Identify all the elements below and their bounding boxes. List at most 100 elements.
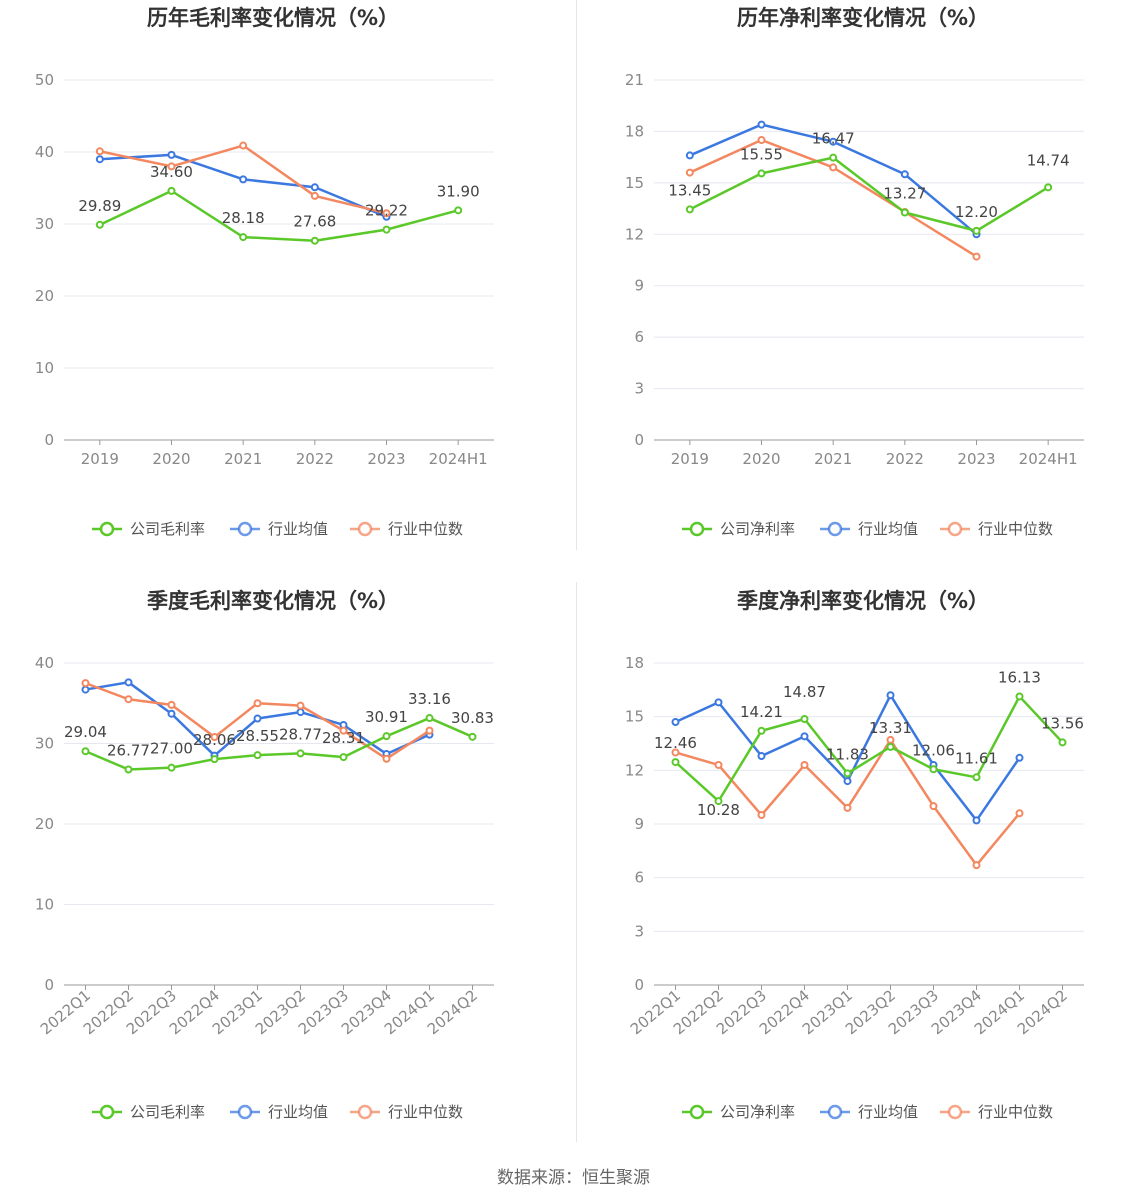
- data-point-company: [972, 773, 981, 782]
- data-point-median: [167, 700, 176, 709]
- y-tick-label: 15: [625, 174, 644, 192]
- data-point-median: [972, 861, 981, 870]
- x-tick-label: 2021: [814, 450, 852, 468]
- data-label: 28.31: [322, 729, 365, 747]
- x-tick-label: 2020: [742, 450, 780, 468]
- data-point-company: [167, 186, 176, 195]
- data-point-company: [671, 758, 680, 767]
- data-label: 27.68: [293, 213, 336, 231]
- legend-item-median: 行业中位数: [940, 520, 1053, 538]
- data-point-median: [253, 699, 262, 708]
- data-point-avg: [95, 155, 104, 164]
- data-point-company: [829, 153, 838, 162]
- data-point-avg: [800, 732, 809, 741]
- legend-label: 行业中位数: [388, 520, 463, 538]
- data-point-avg: [972, 816, 981, 825]
- data-point-company: [685, 205, 694, 214]
- y-tick-label: 6: [634, 869, 644, 887]
- legend-label: 行业均值: [268, 1103, 328, 1121]
- x-tick-label: 2020: [152, 450, 190, 468]
- data-point-company: [95, 220, 104, 229]
- legend-marker: [689, 1104, 705, 1120]
- data-point-median: [886, 735, 895, 744]
- chart-title: 历年净利率变化情况（%）: [737, 6, 989, 30]
- chart-annual-net: 历年净利率变化情况（%） 0 3 6 9 12 15 18 21 2019 2020 2021 2022…: [590, 0, 1147, 580]
- data-point-avg: [685, 151, 694, 160]
- data-point-median: [95, 147, 104, 156]
- chart-title: 季度净利率变化情况（%）: [737, 589, 989, 613]
- legend-marker: [357, 1104, 373, 1120]
- data-point-company: [714, 797, 723, 806]
- series-line-company: [99, 189, 459, 242]
- data-point-avg: [239, 175, 248, 184]
- legend-label: 行业中位数: [978, 520, 1053, 538]
- data-point-avg: [167, 709, 176, 718]
- data-point-company: [454, 206, 463, 215]
- y-tick-label: 9: [634, 815, 644, 833]
- data-point-avg: [843, 777, 852, 786]
- data-point-median: [239, 141, 248, 150]
- data-point-avg: [829, 137, 838, 146]
- legend-label: 公司净利率: [720, 520, 795, 538]
- panel-divider-bottom: [576, 582, 577, 1142]
- chart-svg: 历年净利率变化情况（%） 0 3 6 9 12 15 18 21 2019 2020 2021 2022…: [625, 6, 1084, 538]
- x-tick-label: 2022: [296, 450, 334, 468]
- x-tick-label: 2024H1: [429, 450, 488, 468]
- data-label: 28.77: [279, 725, 322, 743]
- data-point-median: [972, 252, 981, 261]
- legend-marker: [99, 521, 115, 537]
- data-point-company: [757, 169, 766, 178]
- data-label: 33.16: [408, 690, 451, 708]
- chart-quarterly-gross: 季度毛利率变化情况（%） 0 10 20 30 40 2022Q1 2022Q2 2022Q3 2…: [0, 583, 573, 1163]
- data-point-median: [800, 760, 809, 769]
- y-tick-label: 10: [35, 896, 54, 914]
- data-label: 28.18: [222, 209, 265, 227]
- data-label: 11.61: [955, 749, 998, 767]
- data-label: 13.31: [869, 719, 912, 737]
- data-label: 14.21: [740, 703, 783, 721]
- data-point-median: [843, 803, 852, 812]
- data-label: 10.28: [697, 801, 740, 819]
- y-tick-label: 20: [35, 815, 54, 833]
- x-tick-label: 2022: [886, 450, 924, 468]
- x-tick-label: 2019: [671, 450, 709, 468]
- chart-title: 季度毛利率变化情况（%）: [147, 589, 399, 613]
- legend-label: 行业中位数: [978, 1103, 1053, 1121]
- data-point-company: [1015, 692, 1024, 701]
- legend-item-company: 公司毛利率: [92, 520, 205, 538]
- y-tick-label: 0: [634, 431, 644, 449]
- legend-label: 公司毛利率: [130, 520, 205, 538]
- legend-label: 行业中位数: [388, 1103, 463, 1121]
- data-point-avg: [124, 678, 133, 687]
- y-tick-label: 0: [44, 431, 54, 449]
- series-line-company: [85, 716, 473, 771]
- data-point-avg: [757, 120, 766, 129]
- y-tick-label: 12: [625, 761, 644, 779]
- data-label: 13.45: [668, 181, 711, 199]
- data-point-company: [1044, 183, 1053, 192]
- data-point-company: [239, 233, 248, 242]
- legend-label: 行业均值: [268, 520, 328, 538]
- data-point-median: [425, 726, 434, 735]
- data-point-median: [714, 760, 723, 769]
- legend-marker: [827, 521, 843, 537]
- data-point-company: [800, 714, 809, 723]
- data-point-avg: [757, 752, 766, 761]
- data-point-median: [1015, 809, 1024, 818]
- data-label: 31.90: [437, 182, 480, 200]
- data-label: 29.04: [64, 723, 107, 741]
- chart-svg: 季度毛利率变化情况（%）0102030402022Q12022Q22022Q32…: [35, 589, 494, 1121]
- y-tick-label: 20: [35, 287, 54, 305]
- y-tick-label: 9: [634, 277, 644, 295]
- data-label: 30.83: [451, 709, 494, 727]
- data-point-median: [929, 802, 938, 811]
- chart-svg: 季度净利率变化情况（%）03691215182022Q12022Q22022Q3…: [625, 589, 1084, 1121]
- chart-svg: 历年毛利率变化情况（%） 0 10 20 30 40 50 2019 2020 2021 2022 2…: [35, 6, 494, 538]
- data-point-median: [296, 701, 305, 710]
- legend-marker: [99, 1104, 115, 1120]
- data-point-median: [757, 811, 766, 820]
- data-point-median: [382, 754, 391, 763]
- data-point-company: [972, 226, 981, 235]
- chart-title: 历年毛利率变化情况（%）: [147, 6, 399, 30]
- series-line-avg: [99, 153, 387, 218]
